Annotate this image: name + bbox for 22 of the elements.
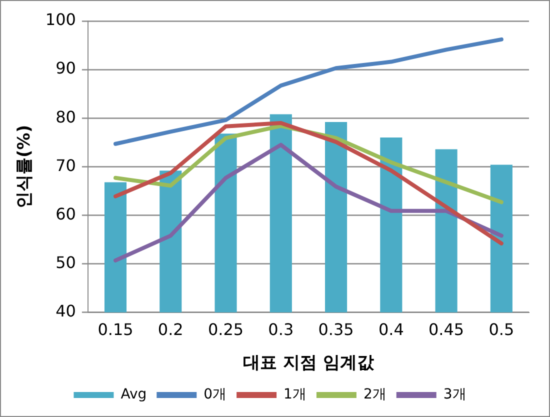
y-axis-title: 인식률(%) — [14, 124, 35, 208]
y-tick-label: 80 — [56, 107, 76, 126]
x-tick-label: 0.15 — [98, 320, 134, 340]
y-tick-label: 40 — [56, 302, 76, 321]
x-tick-label: 0.4 — [378, 320, 404, 340]
legend-label: 0개 — [204, 386, 227, 403]
y-tick-label: 60 — [56, 204, 76, 224]
y-tick-label: 50 — [56, 252, 76, 272]
x-tick-label: 0.35 — [318, 320, 354, 340]
x-tick-label: 0.5 — [488, 320, 514, 340]
y-tick-label: 100 — [45, 10, 76, 30]
y-tick-label: 90 — [56, 58, 76, 78]
legend-label: 2개 — [363, 386, 386, 403]
legend-label: 1개 — [284, 386, 306, 403]
x-tick-label: 0.2 — [158, 320, 184, 340]
x-tick-label: 0.3 — [268, 320, 294, 340]
legend-label: 3개 — [443, 386, 466, 403]
x-tick-label: 0.45 — [428, 320, 464, 340]
x-tick-label: 0.25 — [208, 320, 244, 340]
y-tick-label: 70 — [56, 156, 76, 175]
x-axis-title: 대표 지점 임계값 — [243, 353, 375, 374]
legend-label: Avg — [120, 386, 147, 403]
